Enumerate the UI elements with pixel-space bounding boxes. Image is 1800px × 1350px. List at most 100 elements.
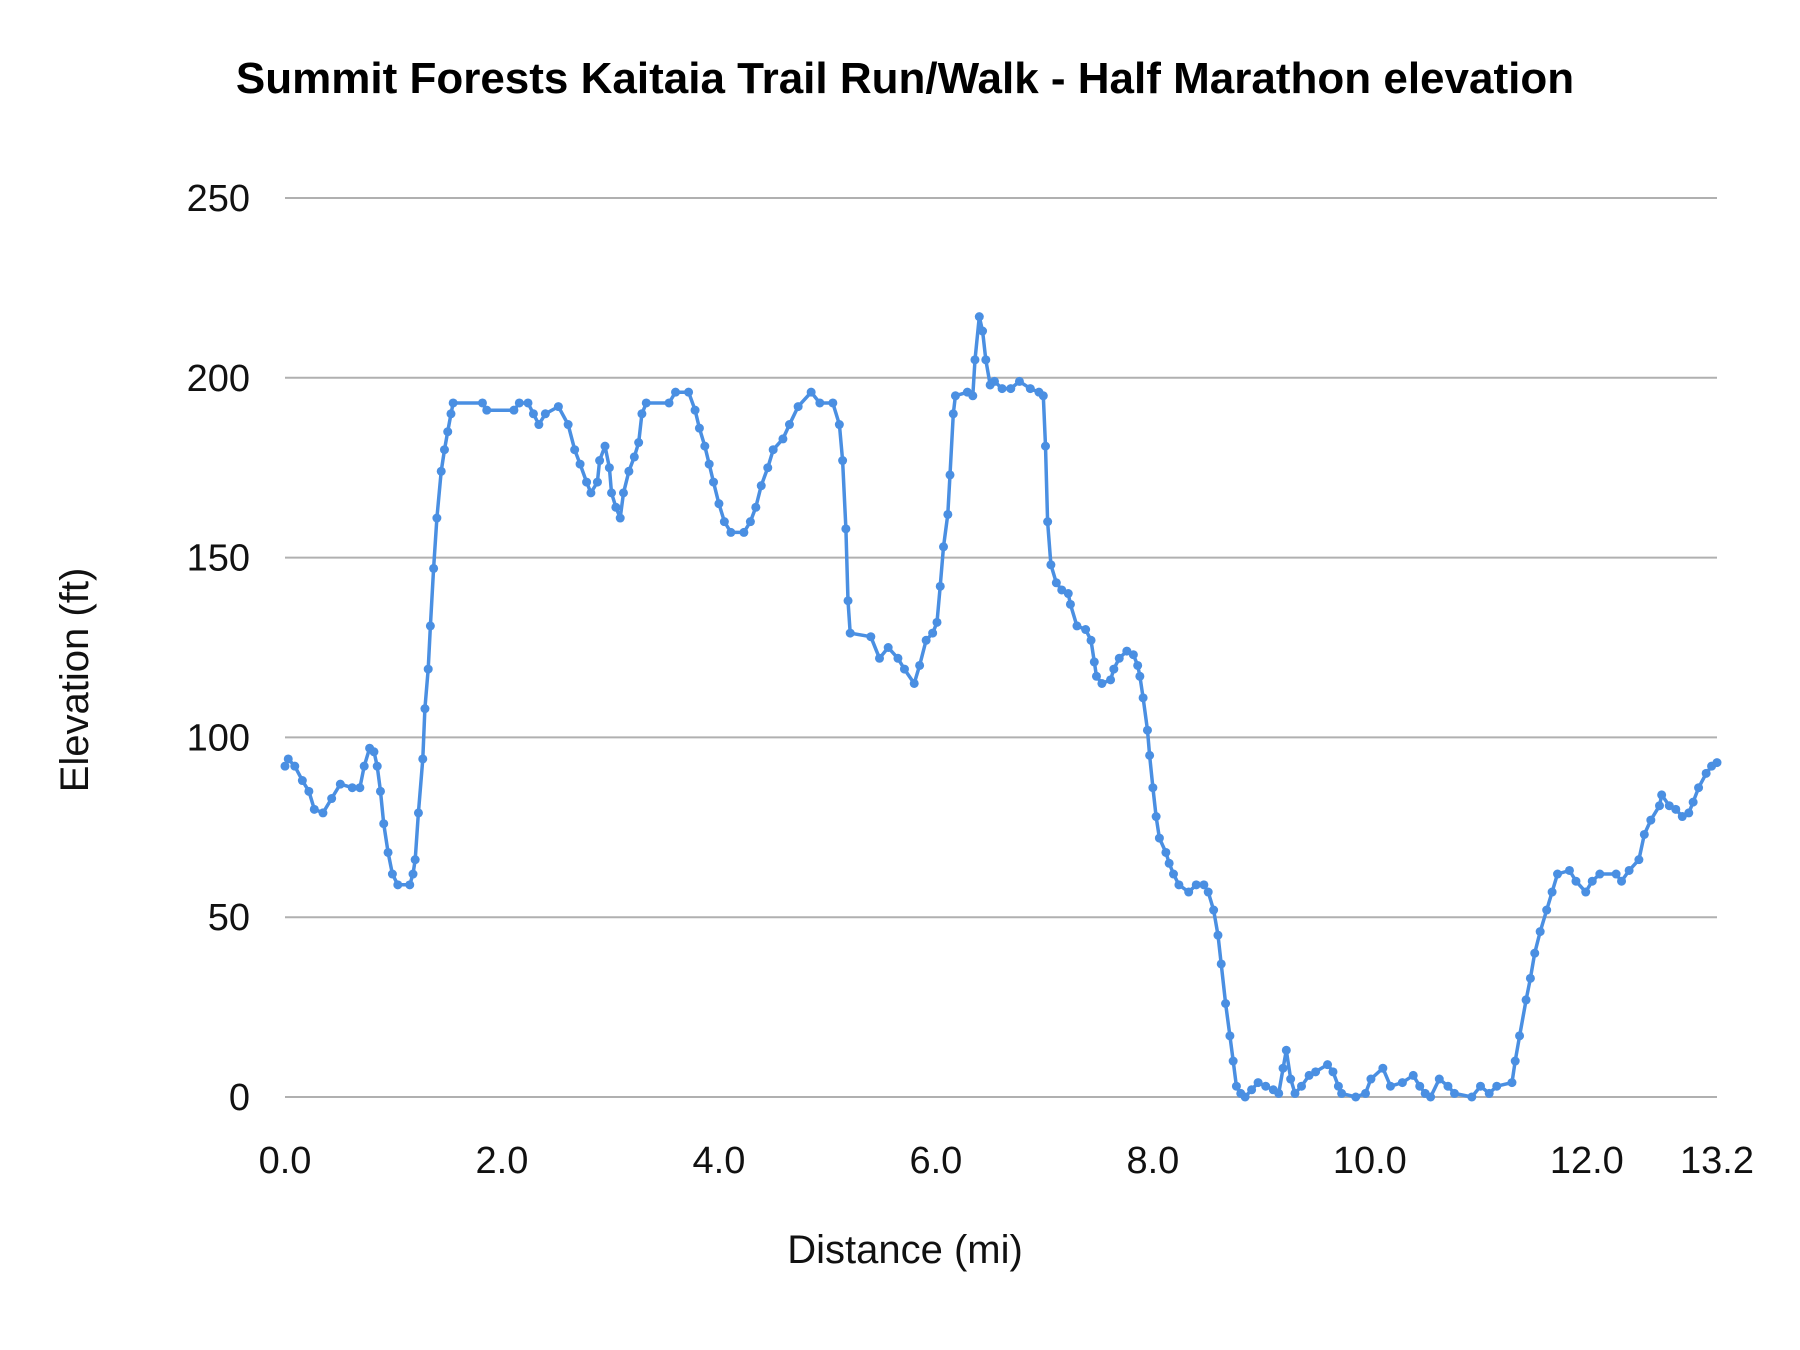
data-point — [618, 488, 628, 498]
data-point — [1617, 876, 1627, 886]
data-point — [1081, 625, 1091, 635]
data-point — [726, 527, 736, 537]
data-point — [410, 855, 420, 865]
data-point — [1114, 653, 1124, 663]
data-point — [528, 409, 538, 419]
data-point — [432, 513, 442, 523]
data-point — [418, 754, 428, 764]
data-point — [1634, 855, 1644, 865]
data-point — [974, 312, 984, 322]
data-point — [1281, 1045, 1291, 1055]
data-point — [664, 398, 674, 408]
data-point — [408, 869, 418, 879]
data-point — [436, 466, 446, 476]
data-point — [1449, 1088, 1459, 1098]
data-point — [309, 804, 319, 814]
data-point — [1525, 973, 1535, 983]
data-point — [1145, 750, 1155, 760]
data-point — [1361, 1088, 1371, 1098]
data-point — [1231, 1081, 1241, 1091]
data-point — [684, 387, 694, 397]
data-point — [1133, 660, 1143, 670]
data-point — [1278, 1063, 1288, 1073]
data-point — [1688, 797, 1698, 807]
data-point — [1611, 869, 1621, 879]
data-point — [1646, 815, 1656, 825]
data-point — [420, 704, 430, 714]
y-tick-label: 0 — [229, 1077, 250, 1119]
data-point — [540, 409, 550, 419]
data-point — [1443, 1081, 1453, 1091]
data-point — [915, 660, 925, 670]
data-point — [355, 783, 365, 793]
data-point — [1530, 948, 1540, 958]
data-point — [1184, 887, 1194, 897]
data-point — [1213, 930, 1223, 940]
data-point — [1128, 650, 1138, 660]
data-point — [634, 438, 644, 448]
data-point — [1046, 560, 1056, 570]
data-point — [570, 445, 580, 455]
data-point — [714, 499, 724, 509]
data-point — [1510, 1056, 1520, 1066]
data-point — [1542, 905, 1552, 915]
data-point — [756, 481, 766, 491]
data-point — [784, 420, 794, 430]
data-point — [806, 387, 816, 397]
x-axis-ticks: 0.0 2.0 4.0 6.0 8.0 10.0 12.0 13.2 — [259, 1140, 1754, 1182]
data-point — [1415, 1081, 1425, 1091]
data-point — [751, 502, 761, 512]
data-point — [709, 477, 719, 487]
x-tick-label: 6.0 — [909, 1140, 962, 1182]
data-point — [1247, 1085, 1257, 1095]
data-point — [1484, 1088, 1494, 1098]
data-point — [1655, 801, 1665, 811]
data-point — [575, 459, 585, 469]
data-point — [379, 819, 389, 829]
data-point — [1138, 693, 1148, 703]
data-point — [768, 445, 778, 455]
data-point — [1624, 865, 1634, 875]
data-point — [1191, 880, 1201, 890]
data-point — [671, 387, 681, 397]
data-point — [978, 326, 988, 336]
data-point — [372, 761, 382, 771]
data-point — [932, 617, 942, 627]
data-point — [1038, 391, 1048, 401]
data-point — [1595, 869, 1605, 879]
data-point — [968, 391, 978, 401]
data-point — [1199, 880, 1209, 890]
data-point — [1397, 1078, 1407, 1088]
data-point — [425, 621, 435, 631]
data-point — [637, 409, 647, 419]
data-point — [1408, 1070, 1418, 1080]
data-point — [1135, 671, 1145, 681]
data-point — [297, 776, 307, 786]
data-point — [1492, 1081, 1502, 1091]
data-point — [582, 477, 592, 487]
data-point — [989, 376, 999, 386]
data-point — [845, 628, 855, 638]
data-point — [604, 463, 614, 473]
data-point — [1694, 783, 1704, 793]
data-point — [1515, 1031, 1525, 1041]
data-point — [1553, 869, 1563, 879]
data-point — [838, 456, 848, 466]
data-point — [369, 747, 379, 757]
data-point — [1253, 1078, 1263, 1088]
data-point — [611, 502, 621, 512]
y-tick-label: 200 — [187, 358, 250, 400]
data-point — [1337, 1088, 1347, 1098]
data-point — [1571, 876, 1581, 886]
x-tick-label: 13.2 — [1680, 1140, 1754, 1182]
data-point — [1043, 517, 1053, 527]
y-axis-title: Elevation (ft) — [53, 568, 97, 793]
y-tick-label: 150 — [187, 538, 250, 580]
data-point — [359, 761, 369, 771]
data-point — [387, 869, 397, 879]
data-point — [1564, 865, 1574, 875]
data-point — [1712, 758, 1722, 768]
data-point — [607, 488, 617, 498]
data-point — [745, 517, 755, 527]
data-point — [1507, 1078, 1517, 1088]
